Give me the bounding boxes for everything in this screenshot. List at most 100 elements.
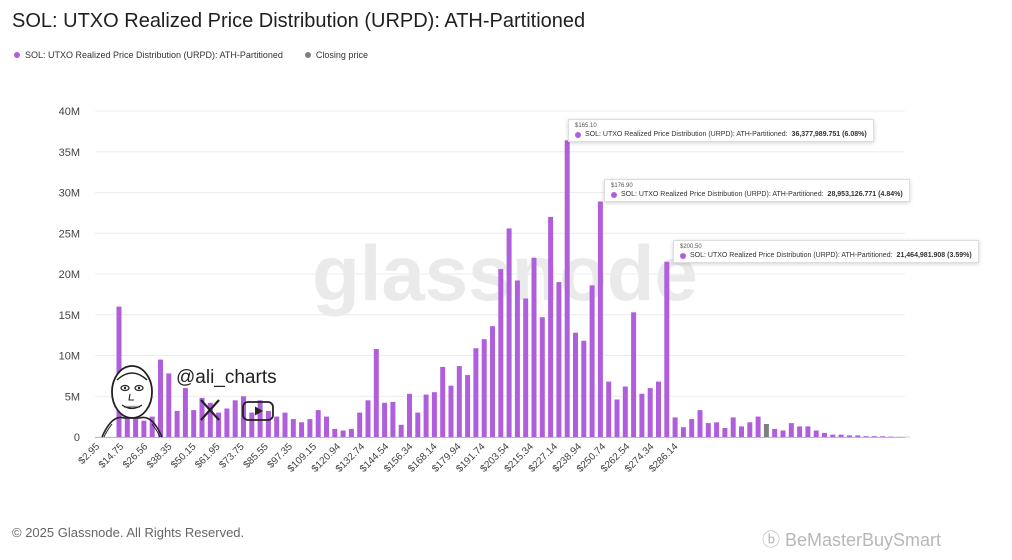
urpd-bar[interactable] [597,201,603,438]
urpd-bar[interactable] [797,426,803,437]
urpd-bar[interactable] [631,312,637,437]
urpd-bar[interactable] [307,419,313,437]
urpd-bar[interactable] [382,402,388,437]
urpd-bar[interactable] [656,381,661,437]
urpd-bar[interactable] [481,339,487,437]
urpd-bar[interactable] [257,400,263,437]
x-tick-label: $38.35 [145,441,175,471]
urpd-bar[interactable] [191,410,197,437]
urpd-bar[interactable] [357,412,363,437]
closing-price-bar[interactable] [763,424,769,437]
urpd-bar[interactable] [614,399,620,438]
urpd-bar[interactable] [846,435,852,437]
urpd-bar[interactable] [780,430,786,438]
urpd-bar[interactable] [606,381,612,437]
urpd-bar[interactable] [564,140,570,438]
urpd-bar[interactable] [348,428,354,437]
urpd-bar[interactable] [274,416,280,437]
urpd-bar[interactable] [506,228,512,437]
urpd-bar[interactable] [216,412,222,437]
urpd-bar[interactable] [440,366,446,437]
x-logo-icon[interactable] [200,399,220,421]
urpd-bar[interactable] [730,417,736,437]
urpd-bar[interactable] [332,428,338,437]
urpd-bar[interactable] [556,282,562,437]
urpd-bar[interactable] [224,408,230,438]
urpd-bar[interactable] [539,317,545,437]
urpd-bar[interactable] [324,416,329,437]
urpd-bar[interactable] [423,394,429,437]
urpd-bar[interactable] [755,416,761,437]
urpd-bar[interactable] [415,412,421,437]
urpd-bar[interactable] [822,432,827,437]
y-tick-label: 20M [59,269,80,281]
urpd-bar[interactable] [838,434,844,437]
legend-item-urpd[interactable]: SOL: UTXO Realized Price Distribution (U… [14,50,283,60]
y-tick-label: 5M [65,391,80,403]
urpd-bar[interactable] [714,422,720,437]
urpd-bar[interactable] [680,427,686,437]
urpd-bar[interactable] [158,359,163,437]
urpd-bar[interactable] [448,385,454,437]
urpd-bar[interactable] [697,410,703,437]
urpd-bar[interactable] [166,373,172,437]
urpd-bar[interactable] [299,422,305,437]
urpd-bar[interactable] [282,412,288,437]
urpd-bar[interactable] [207,402,213,437]
glassnode-watermark: glassnode [312,229,698,317]
urpd-bar[interactable] [830,434,836,437]
urpd-bar[interactable] [871,436,877,437]
y-tick-label: 30M [59,188,80,200]
urpd-bar[interactable] [456,366,462,437]
urpd-bar[interactable] [689,419,695,437]
urpd-bar[interactable] [581,340,587,437]
urpd-bar[interactable] [265,410,271,437]
urpd-bar[interactable] [390,402,396,437]
urpd-bar[interactable] [531,257,537,437]
urpd-bar[interactable] [174,410,180,437]
urpd-bar[interactable] [182,388,188,437]
urpd-bar[interactable] [622,386,628,438]
urpd-bar[interactable] [664,261,670,437]
urpd-bar[interactable] [465,375,471,437]
urpd-bar[interactable] [813,430,819,438]
urpd-bar[interactable] [133,416,139,437]
urpd-bar[interactable] [431,392,437,437]
urpd-bar[interactable] [647,388,653,437]
urpd-bar[interactable] [315,410,321,437]
urpd-bar[interactable] [573,332,578,437]
urpd-bar[interactable] [141,420,147,437]
urpd-bar[interactable] [340,430,346,438]
urpd-bar[interactable] [739,426,744,437]
urpd-bar[interactable] [523,298,529,438]
urpd-bar[interactable] [514,280,520,438]
youtube-icon[interactable] [242,401,274,421]
urpd-bar[interactable] [365,400,371,437]
urpd-bar[interactable] [788,423,794,437]
urpd-bar[interactable] [672,417,678,437]
urpd-bar[interactable] [863,436,869,437]
urpd-bar[interactable] [747,422,753,437]
urpd-bar[interactable] [772,428,778,437]
urpd-bar[interactable] [290,419,296,437]
urpd-bar[interactable] [880,436,886,437]
urpd-bar[interactable] [705,423,711,437]
urpd-bar[interactable] [473,348,479,437]
urpd-bar[interactable] [498,269,504,437]
urpd-bar[interactable] [805,426,811,437]
urpd-bar[interactable] [373,349,379,437]
urpd-bar[interactable] [124,412,130,437]
urpd-bar[interactable] [398,424,404,437]
urpd-bar[interactable] [407,393,412,437]
urpd-bar[interactable] [639,393,645,437]
urpd-bar[interactable] [722,428,728,437]
urpd-bar[interactable] [548,216,554,437]
urpd-bar[interactable] [232,400,238,437]
urpd-bar[interactable] [855,435,861,437]
urpd-bar[interactable] [249,412,255,437]
urpd-bar[interactable] [589,285,595,437]
urpd-bar[interactable] [149,416,155,437]
legend-item-closing-price[interactable]: Closing price [304,50,368,60]
tooltip-176-price: $176.90 [611,183,633,189]
urpd-bar[interactable] [490,326,495,437]
